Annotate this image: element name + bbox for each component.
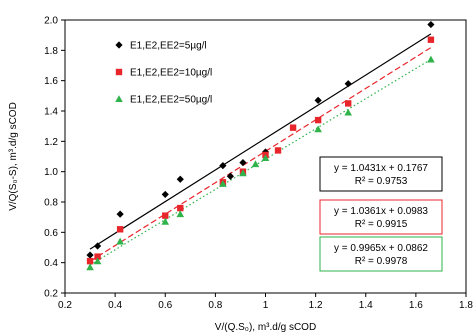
equation-boxes: y = 1.0431x + 0.1767 R² = 0.9753 y = 1.036… xyxy=(319,156,443,272)
equation-box xyxy=(319,156,443,192)
data-point xyxy=(314,125,322,133)
y-tick-label: 0.6 xyxy=(44,228,58,239)
equation-text: y = 1.0361x + 0.0983 xyxy=(334,206,428,217)
data-point xyxy=(344,80,352,88)
data-point xyxy=(161,190,169,199)
r2-text: R² = 0.9753 xyxy=(355,176,408,187)
legend-marker xyxy=(115,95,123,103)
fit-line xyxy=(89,47,432,262)
equation-text: y = 1.0431x + 0.1767 xyxy=(334,163,428,174)
legend-label: E1,E2,EE2=10µg/l xyxy=(130,68,212,79)
data-point xyxy=(177,204,184,212)
fit-lines xyxy=(89,33,432,266)
x-tick-label: 1 xyxy=(263,300,269,311)
data-point xyxy=(86,263,94,271)
data-point xyxy=(274,147,282,154)
y-axis-title: V/Q(S₀-S), m³.d/g sCOD xyxy=(8,102,19,211)
data-point xyxy=(176,175,184,183)
equation-box xyxy=(319,236,443,272)
data-point xyxy=(162,212,169,219)
y-tick-label: 0.8 xyxy=(44,198,58,209)
data-point xyxy=(93,257,102,265)
r2-text: R² = 0.9915 xyxy=(355,219,408,230)
data-point xyxy=(219,180,227,187)
r2-text: R² = 0.9978 xyxy=(355,256,408,267)
data-point xyxy=(239,158,247,167)
data-point xyxy=(116,237,124,245)
x-tick-label: 1.6 xyxy=(409,300,423,311)
data-point xyxy=(94,253,101,260)
data-point xyxy=(344,108,353,116)
x-axis-title: V/(Q.S₀), m³.d/g sCOD xyxy=(215,322,316,333)
data-point xyxy=(261,154,270,162)
data-point xyxy=(176,210,185,218)
data-point xyxy=(427,36,435,43)
legend-label: E1,E2,EE2=50µg/l xyxy=(130,95,212,106)
y-tick-label: 1.0 xyxy=(44,167,58,178)
x-tick-label: 0.6 xyxy=(158,300,172,311)
x-tick-label: 0.2 xyxy=(58,300,72,311)
data-point xyxy=(86,257,94,265)
legend-label: E1,E2,EE2=5µg/l xyxy=(130,41,207,52)
x-tick-label: 0.4 xyxy=(108,300,122,311)
data-point xyxy=(314,116,322,124)
axis-ticks: 0.2 0.4 0.6 0.8 1 1.2 1.4 1.6 1.8 0.2 0.4 0.6 0.8 1.0… xyxy=(44,16,473,312)
data-point xyxy=(345,100,352,107)
legend-marker xyxy=(115,41,123,49)
data-point xyxy=(239,169,247,177)
y-tick-label: 1.2 xyxy=(44,137,58,148)
y-tick-label: 1.4 xyxy=(44,107,58,118)
x-tick-label: 1.4 xyxy=(359,300,373,311)
data-point xyxy=(219,162,227,170)
data-point xyxy=(116,210,124,218)
data-point xyxy=(226,172,235,180)
data-point xyxy=(289,124,297,131)
x-tick-label: 1.8 xyxy=(459,300,473,311)
data-point xyxy=(116,226,124,233)
equation-text: y = 0.9965x + 0.0862 xyxy=(334,243,428,254)
y-tick-label: 1.8 xyxy=(44,46,58,57)
data-point xyxy=(427,55,435,63)
y-tick-label: 2.0 xyxy=(44,16,58,27)
fit-line xyxy=(89,33,432,250)
data-point xyxy=(93,242,102,250)
x-tick-label: 0.8 xyxy=(208,300,222,311)
data-point xyxy=(314,96,322,104)
data-point xyxy=(86,251,94,259)
equation-box xyxy=(319,199,443,235)
data-point xyxy=(427,20,435,29)
data-point xyxy=(251,160,260,168)
data-point xyxy=(161,217,170,225)
legend: E1,E2,EE2=5µg/l E1,E2,EE2=10µg/l E1,E2,EE2… xyxy=(115,41,212,106)
legend-marker xyxy=(115,68,123,76)
y-tick-label: 0.2 xyxy=(44,289,58,300)
y-tick-label: 1.6 xyxy=(44,76,58,87)
x-tick-label: 1.2 xyxy=(309,300,323,311)
data-points xyxy=(86,20,435,271)
y-tick-label: 0.4 xyxy=(44,258,58,269)
